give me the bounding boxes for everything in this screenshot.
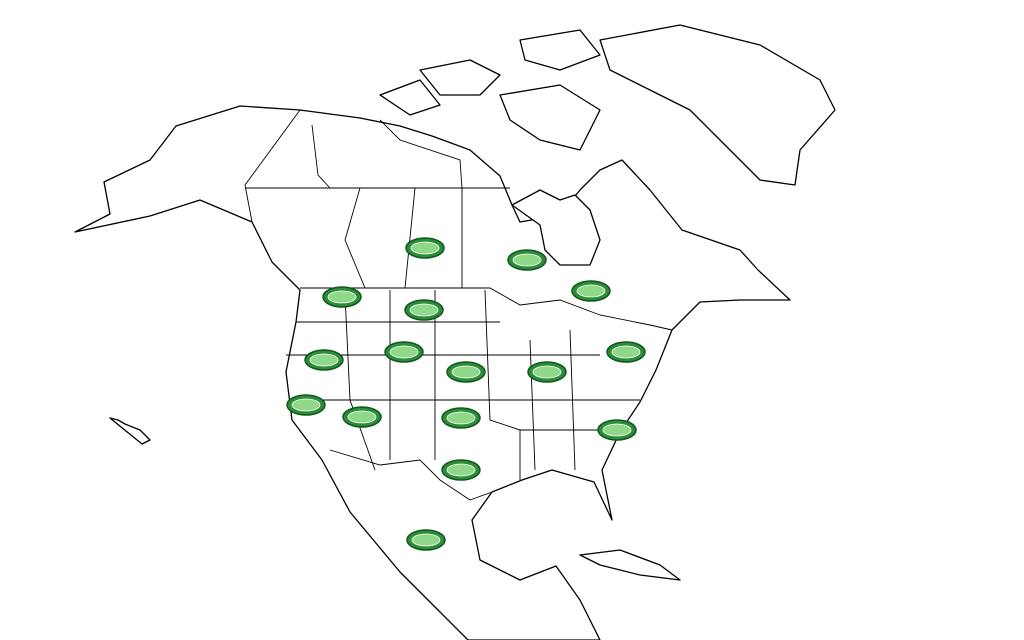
border <box>311 124 331 189</box>
marker[interactable] <box>441 407 481 429</box>
arctic-island <box>419 59 501 96</box>
border <box>379 119 463 189</box>
greenland <box>599 24 836 186</box>
marker[interactable] <box>527 361 567 383</box>
border <box>569 329 576 471</box>
marker[interactable] <box>405 237 445 259</box>
border <box>484 289 521 480</box>
marker[interactable] <box>507 249 547 271</box>
marker[interactable] <box>446 361 486 383</box>
marker[interactable] <box>286 394 326 416</box>
marker[interactable] <box>406 529 446 551</box>
border <box>529 339 536 471</box>
cuba <box>579 549 681 581</box>
marker[interactable] <box>404 299 444 321</box>
marker[interactable] <box>322 286 362 308</box>
border <box>344 294 376 471</box>
continent <box>74 105 791 640</box>
border <box>344 187 366 289</box>
arctic-island <box>379 79 441 116</box>
marker[interactable] <box>304 349 344 371</box>
arctic-island <box>499 84 601 151</box>
marker[interactable] <box>384 341 424 363</box>
hudson-bay <box>511 189 601 266</box>
marker[interactable] <box>571 280 611 302</box>
hawaii <box>109 417 151 445</box>
landmass <box>74 24 836 640</box>
marker[interactable] <box>342 406 382 428</box>
border <box>244 109 301 223</box>
arctic-island <box>519 29 601 71</box>
border <box>329 449 493 501</box>
markers <box>286 237 646 551</box>
marker[interactable] <box>606 341 646 363</box>
marker[interactable] <box>597 419 637 441</box>
marker[interactable] <box>441 459 481 481</box>
border <box>404 187 416 289</box>
border <box>300 287 673 331</box>
